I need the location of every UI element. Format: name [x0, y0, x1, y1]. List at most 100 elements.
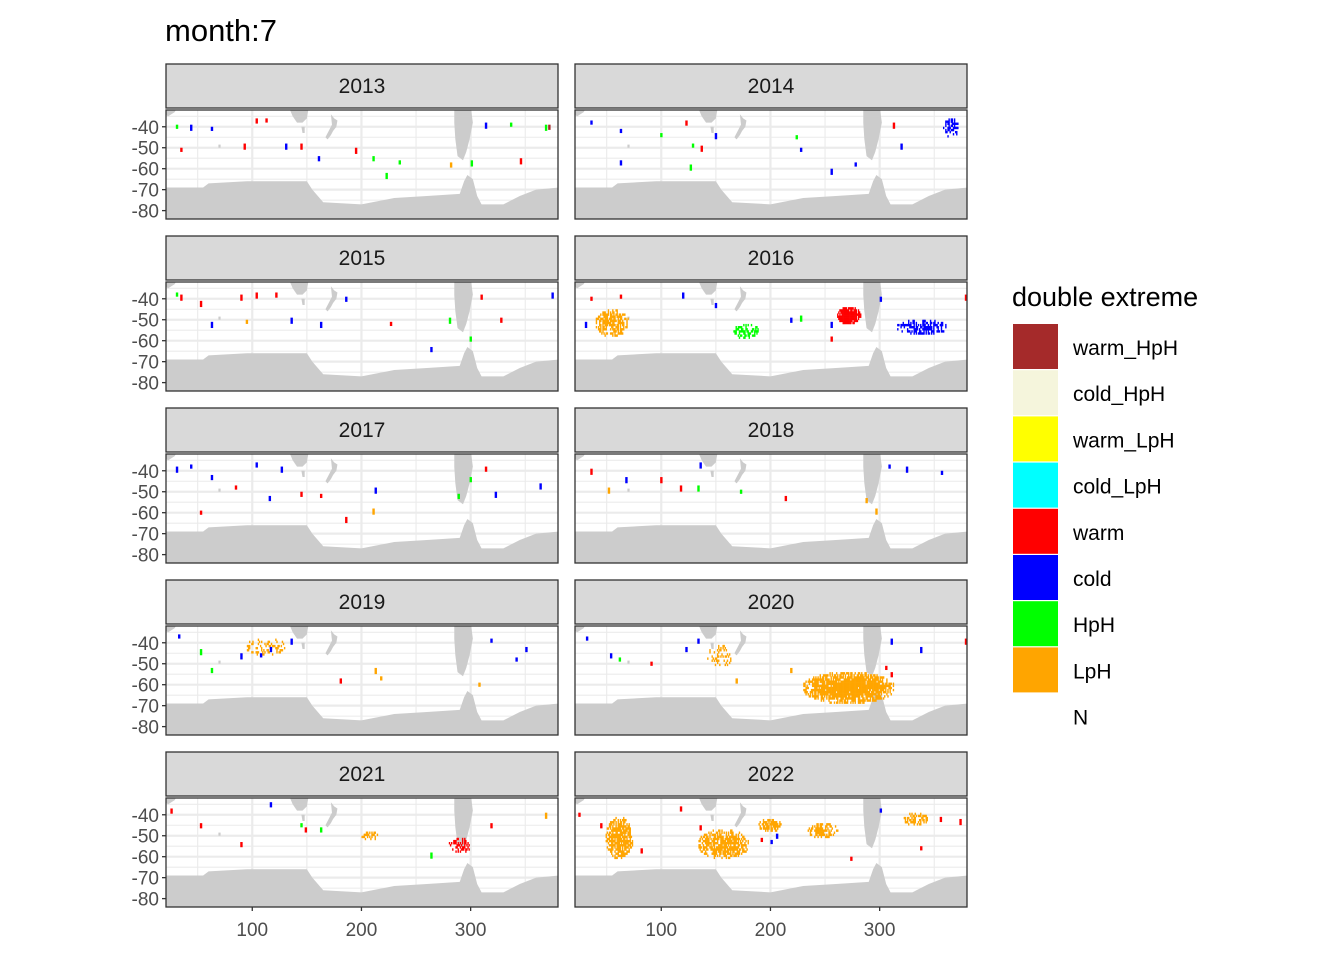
- cell-LpH: [723, 846, 725, 849]
- land: [325, 458, 338, 484]
- cell-LpH: [834, 676, 837, 679]
- cell-warm: [892, 122, 896, 129]
- cell-LpH: [621, 848, 624, 851]
- cell-LpH: [811, 688, 814, 692]
- cell-LpH: [624, 313, 626, 316]
- cell-LpH: [826, 686, 828, 690]
- cell-LpH: [276, 651, 278, 654]
- cell-LpH: [839, 682, 841, 685]
- cell-warm: [859, 313, 862, 316]
- cell-LpH: [772, 818, 775, 822]
- cell-LpH: [852, 695, 854, 698]
- cell-LpH: [614, 315, 616, 318]
- cell-LpH: [620, 842, 623, 845]
- land: [301, 298, 305, 306]
- cell-LpH: [830, 693, 832, 696]
- cell-cold: [879, 296, 883, 302]
- cell-LpH: [719, 663, 721, 667]
- cell-LpH: [843, 701, 846, 704]
- cell-warm: [458, 844, 461, 847]
- cell-LpH: [811, 682, 814, 685]
- cell-LpH: [810, 680, 813, 683]
- cell-LpH: [618, 850, 621, 853]
- cell-LpH: [847, 693, 850, 696]
- cell-LpH: [867, 684, 870, 688]
- cell-LpH: [616, 334, 618, 337]
- cell-LpH: [818, 833, 820, 837]
- cell-LpH: [864, 672, 866, 675]
- cell-LpH: [714, 842, 717, 845]
- cell-warm: [851, 313, 853, 316]
- cell-LpH: [630, 842, 633, 845]
- cell-LpH: [615, 330, 617, 333]
- cell-LpH: [612, 323, 614, 327]
- cell-LpH: [735, 842, 737, 845]
- cell-LpH: [256, 653, 259, 656]
- cell-LpH: [702, 835, 705, 839]
- cell-LpH: [616, 831, 618, 834]
- cell-LpH: [609, 323, 612, 327]
- cell-LpH: [819, 688, 821, 692]
- cell-LpH: [728, 846, 731, 849]
- cell-LpH: [821, 829, 824, 832]
- cell-LpH: [731, 842, 733, 845]
- cell-LpH: [804, 688, 806, 692]
- cell-cold: [890, 638, 893, 645]
- cell-LpH: [826, 674, 828, 677]
- cell-LpH: [620, 852, 623, 855]
- cell-LpH: [869, 693, 872, 696]
- cell-LpH: [716, 846, 719, 849]
- land: [325, 802, 338, 828]
- cell-LpH: [708, 831, 710, 834]
- cell-LpH: [886, 680, 888, 683]
- cell-LpH: [608, 823, 611, 826]
- cell-LpH: [699, 837, 701, 841]
- cell-HpH: [618, 657, 622, 662]
- facet-strip-label: 2017: [339, 419, 386, 442]
- cell-warm: [843, 313, 846, 316]
- cell-LpH: [859, 688, 862, 692]
- cell-LpH: [859, 676, 862, 679]
- cell-LpH: [857, 684, 860, 688]
- cell-LpH: [276, 649, 278, 652]
- cell-LpH: [626, 319, 628, 323]
- cell-cold: [913, 326, 915, 329]
- cell-cold: [938, 330, 941, 333]
- cell-LpH: [605, 332, 607, 335]
- cell-LpH: [874, 676, 876, 679]
- cell-warm: [463, 848, 465, 851]
- cell-LpH: [617, 330, 619, 333]
- cell-LpH: [916, 823, 919, 826]
- cell-LpH: [267, 642, 269, 646]
- cell-cold: [952, 133, 955, 136]
- cell-LpH: [614, 330, 616, 333]
- cell-LpH: [845, 693, 848, 696]
- panel-area: [575, 626, 967, 735]
- cell-LpH: [720, 837, 722, 841]
- cell-LpH: [910, 814, 912, 818]
- cell-LpH: [834, 825, 837, 828]
- cell-LpH: [842, 674, 844, 677]
- cell-LpH: [831, 697, 834, 700]
- cell-LpH: [617, 844, 619, 847]
- cell-LpH: [718, 848, 720, 851]
- cell-LpH: [913, 823, 915, 826]
- cell-LpH: [879, 676, 882, 679]
- cell-LpH: [870, 686, 873, 690]
- cell-LpH: [726, 842, 729, 845]
- cell-LpH: [246, 644, 249, 648]
- cell-LpH: [914, 812, 916, 816]
- legend-entry: cold_HpH: [1013, 370, 1165, 416]
- cell-LpH: [735, 852, 737, 855]
- cell-LpH: [815, 833, 817, 837]
- cell-LpH: [609, 831, 612, 834]
- cell-LpH: [835, 678, 838, 681]
- cell-LpH: [619, 829, 622, 832]
- cell-LpH: [841, 701, 843, 704]
- cell-warm: [199, 510, 203, 515]
- cell-LpH: [609, 827, 612, 830]
- cell-cold: [908, 321, 910, 325]
- cell-LpH: [625, 317, 627, 321]
- legend-entry: cold_LpH: [1013, 462, 1162, 508]
- cell-HpH: [751, 330, 754, 333]
